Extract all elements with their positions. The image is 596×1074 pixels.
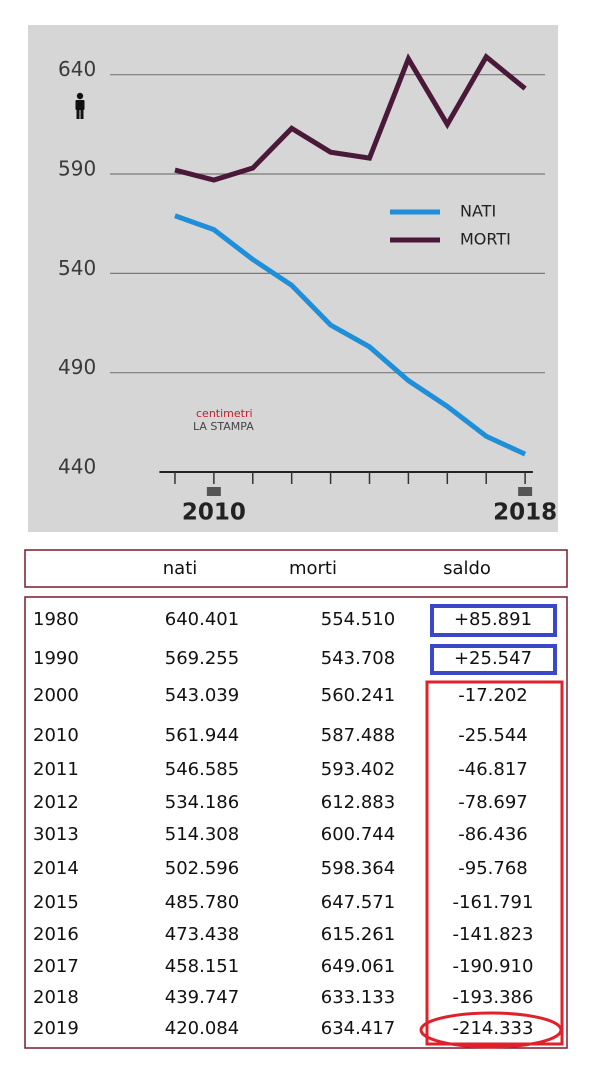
series-line xyxy=(174,213,527,457)
table-cell: -25.544 xyxy=(458,725,527,746)
highlight-box xyxy=(425,680,564,1046)
table-cell: 420.084 xyxy=(165,1018,239,1039)
column-header: nati xyxy=(163,558,198,579)
row-year: 1980 xyxy=(33,609,79,630)
x-tick-label: 2018 xyxy=(493,500,557,526)
table-cell: 640.401 xyxy=(165,609,239,630)
table-cell: 612.883 xyxy=(321,792,395,813)
table-cell: 634.417 xyxy=(321,1018,395,1039)
y-tick-label: 490 xyxy=(58,355,96,379)
legend-label: MORTI xyxy=(460,230,511,249)
x-tick-icon xyxy=(518,487,533,496)
row-year: 2017 xyxy=(33,956,79,977)
row-year: 2012 xyxy=(33,792,79,813)
table-cell: 485.780 xyxy=(165,892,239,913)
legend-label: NATI xyxy=(460,202,496,221)
highlight-box xyxy=(430,644,557,675)
table-cell: 560.241 xyxy=(321,685,395,706)
source: LA STAMPA xyxy=(193,420,254,433)
table-cell: -190.910 xyxy=(453,956,534,977)
table-cell: 569.255 xyxy=(165,648,239,669)
chart-background xyxy=(28,25,558,532)
row-year: 1990 xyxy=(33,648,79,669)
table-cell: 647.571 xyxy=(321,892,395,913)
table-cell: +85.891 xyxy=(454,609,532,630)
highlight-box xyxy=(430,604,557,637)
x-tick-label: 2010 xyxy=(182,500,246,526)
credit: centimetri xyxy=(196,407,253,420)
table-body-box xyxy=(24,596,568,1049)
table-cell: 543.039 xyxy=(165,685,239,706)
y-tick-label: 540 xyxy=(58,256,96,280)
row-year: 2000 xyxy=(33,685,79,706)
table-cell: 439.747 xyxy=(165,987,239,1008)
row-year: 2016 xyxy=(33,924,79,945)
table-cell: 600.744 xyxy=(321,824,395,845)
y-tick-label: 590 xyxy=(58,157,96,181)
row-year: 2018 xyxy=(33,987,79,1008)
table-cell: -214.333 xyxy=(453,1018,534,1039)
column-header: morti xyxy=(289,558,337,579)
table-cell: 554.510 xyxy=(321,609,395,630)
table-cell: -46.817 xyxy=(458,759,527,780)
table-cell: 473.438 xyxy=(165,924,239,945)
table-cell: 543.708 xyxy=(321,648,395,669)
column-header: saldo xyxy=(443,558,491,579)
chart: 440 490 540 590 640 2010 2018 NATI MORTI xyxy=(58,53,557,526)
row-year: 2014 xyxy=(33,858,79,879)
table-cell: -78.697 xyxy=(458,792,527,813)
person-icon xyxy=(75,92,85,119)
table-cell: 587.488 xyxy=(321,725,395,746)
table-cell: 561.944 xyxy=(165,725,239,746)
table-header-box xyxy=(24,549,568,588)
table-cell: 514.308 xyxy=(165,824,239,845)
table-cell: -161.791 xyxy=(453,892,534,913)
table: nati morti saldo 1980 640.401 554.510 +85.891 1… xyxy=(33,558,533,1039)
table-cell: 633.133 xyxy=(321,987,395,1008)
highlight-ellipse xyxy=(419,1011,563,1049)
table-cell: -95.768 xyxy=(458,858,527,879)
row-year: 2010 xyxy=(33,725,79,746)
row-year: 2019 xyxy=(33,1018,79,1039)
table-cell: +25.547 xyxy=(454,648,532,669)
table-cell: 546.585 xyxy=(165,759,239,780)
table-cell: 598.364 xyxy=(321,858,395,879)
table-cell: -17.202 xyxy=(458,685,527,706)
y-tick-label: 640 xyxy=(58,57,96,81)
table-cell: -86.436 xyxy=(458,824,527,845)
series-line xyxy=(174,53,527,183)
row-year: 3013 xyxy=(33,824,79,845)
table-cell: -141.823 xyxy=(453,924,534,945)
y-tick-label: 440 xyxy=(58,455,96,479)
table-cell: 593.402 xyxy=(321,759,395,780)
table-cell: 534.186 xyxy=(165,792,239,813)
table-cell: 615.261 xyxy=(321,924,395,945)
table-cell: 502.596 xyxy=(165,858,239,879)
row-year: 2011 xyxy=(33,759,79,780)
table-cell: 458.151 xyxy=(165,956,239,977)
row-year: 2015 xyxy=(33,892,79,913)
table-cell: -193.386 xyxy=(453,987,534,1008)
x-tick-icon xyxy=(206,487,221,496)
table-cell: 649.061 xyxy=(321,956,395,977)
